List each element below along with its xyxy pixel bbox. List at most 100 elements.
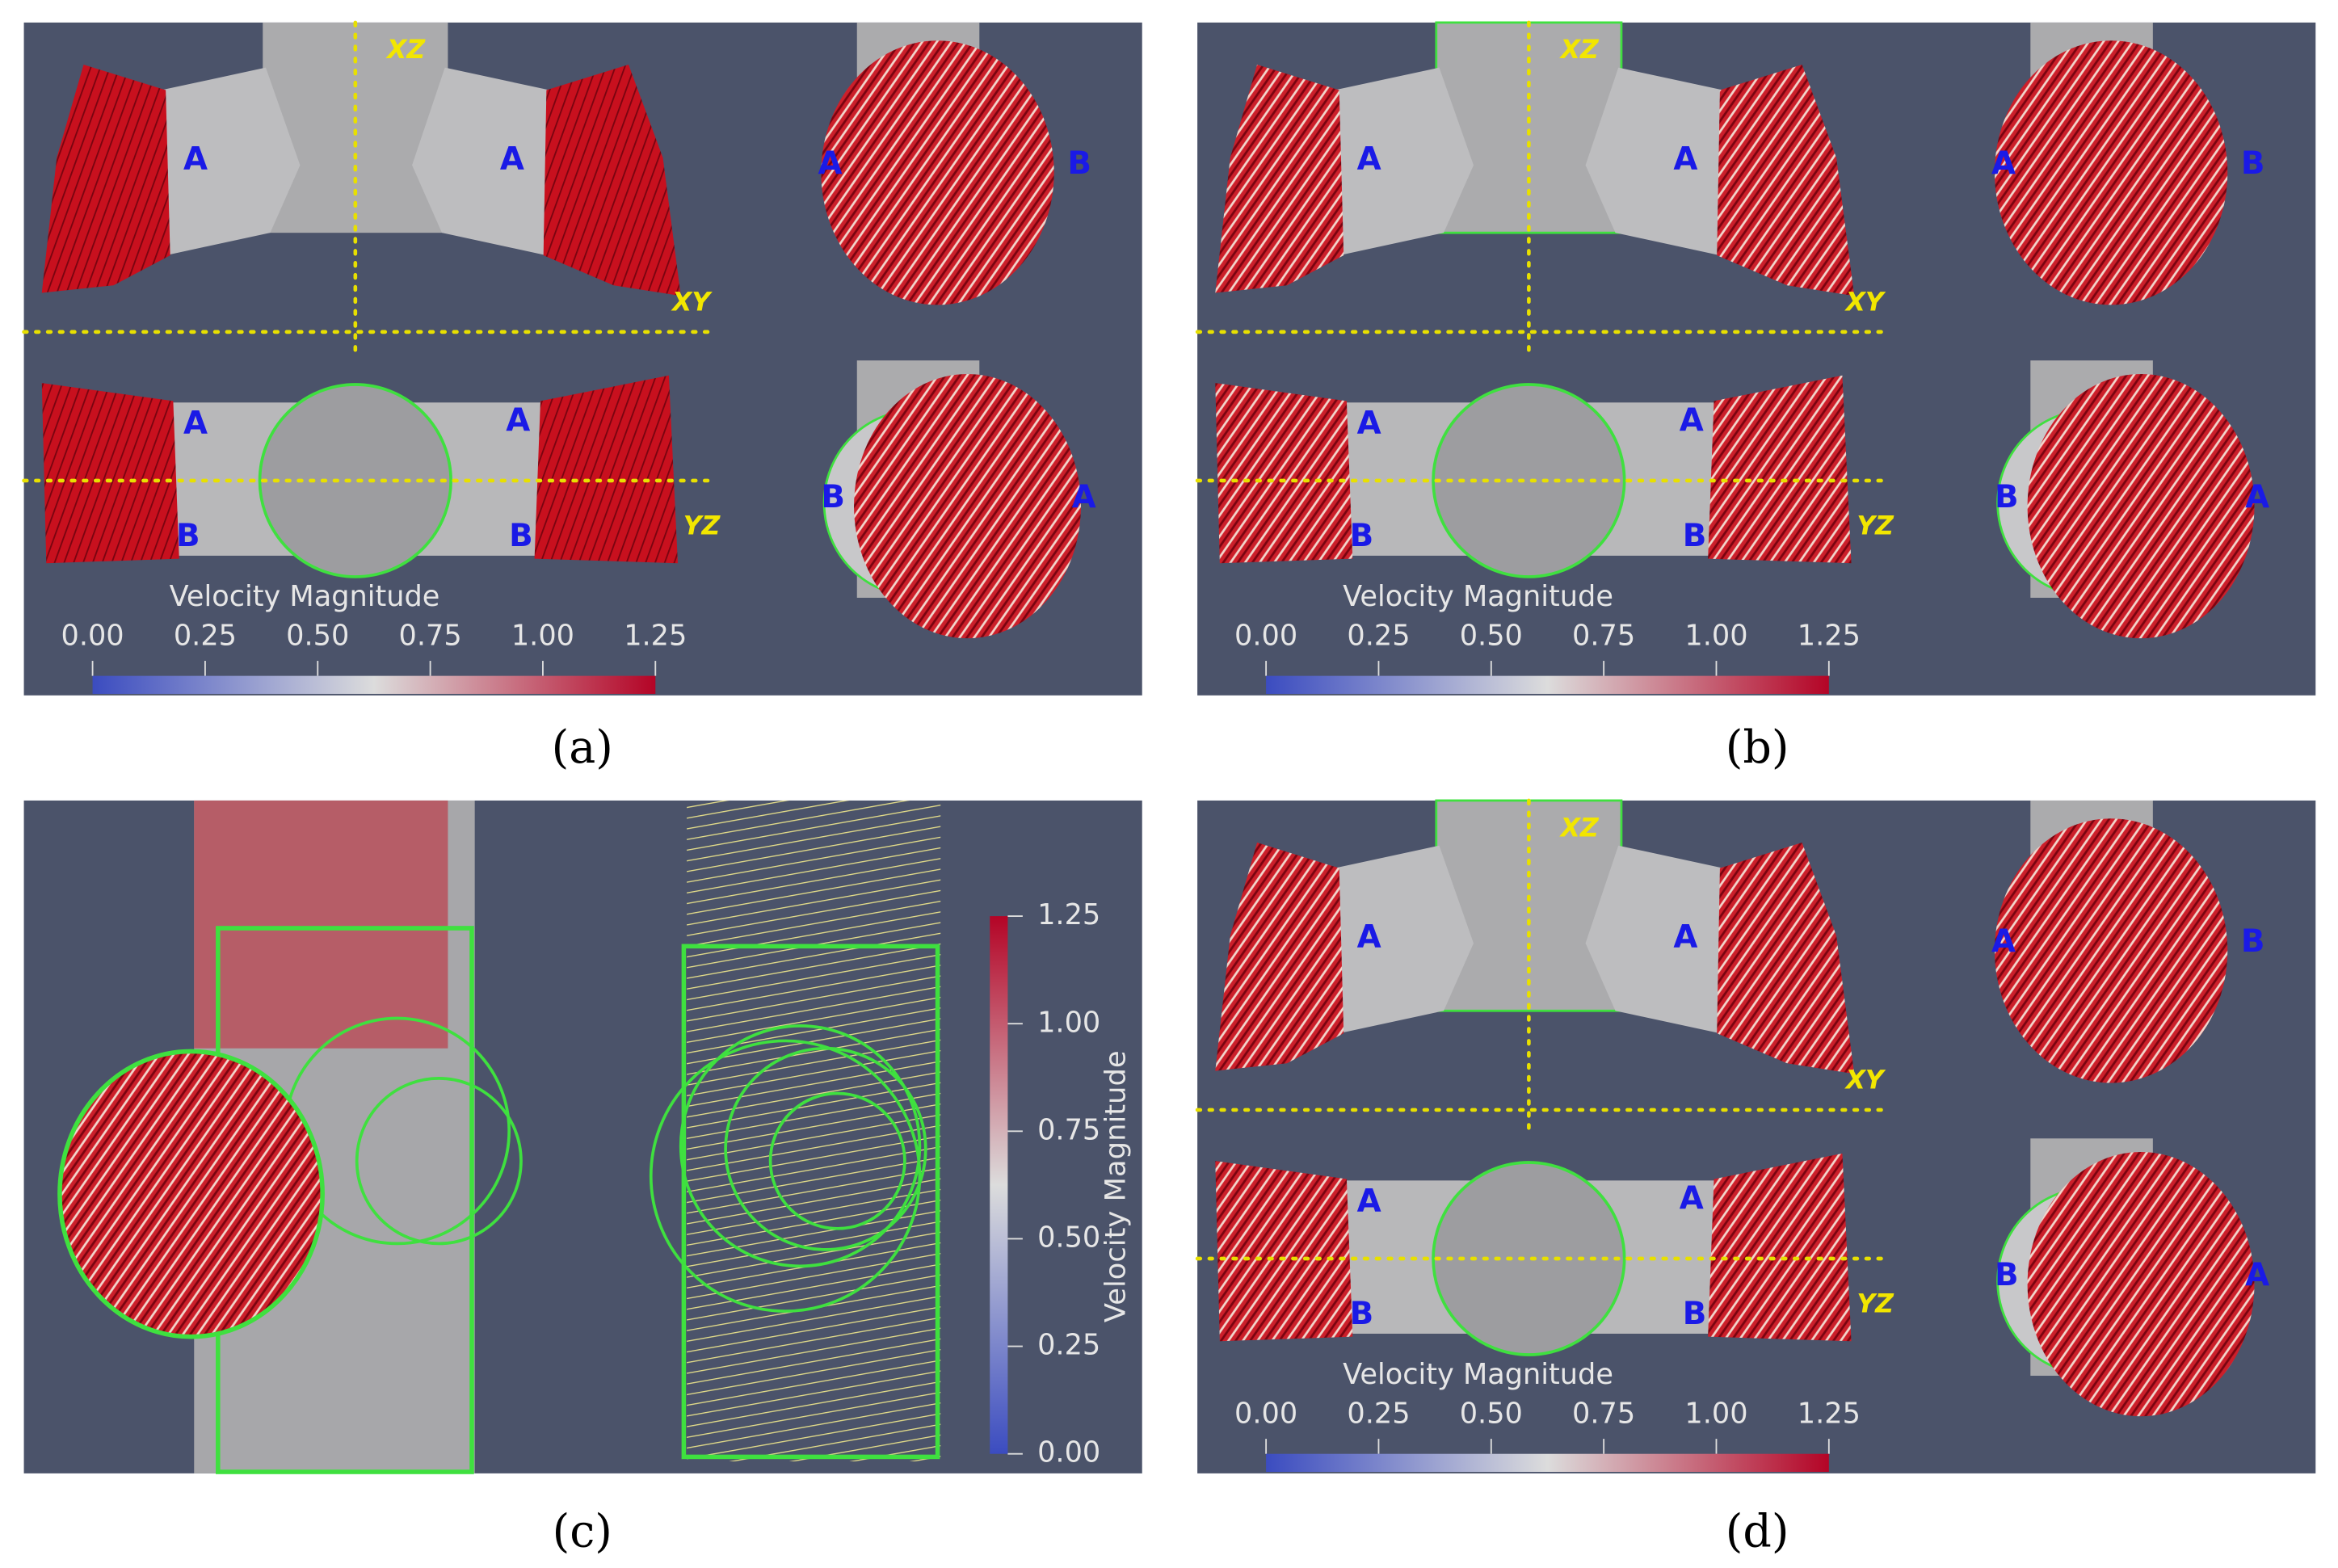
panel: 0.00 0.25 0.50 0.75 1.00 1.25 Velocity Magnitu… (23, 800, 1142, 1474)
panel-caption: (b) (1726, 721, 1789, 774)
view-label: XY (1844, 1066, 1886, 1095)
point-label: A (1680, 402, 1704, 439)
colorbar-tick-label: 0.00 (1037, 1436, 1100, 1469)
velocity-arrows (41, 383, 179, 564)
view-label: XZ (1559, 36, 1600, 65)
colorbar-tick-label: 0.75 (1037, 1113, 1100, 1146)
panel: XZ XY YZ A A A B A A B B B A Velocity Magnitude 0.00 0.… (1195, 798, 2316, 1473)
point-label: A (1680, 1180, 1704, 1217)
velocity-arrows (1717, 843, 1855, 1074)
branch-pipe (1585, 67, 1723, 256)
point-label: A (818, 145, 842, 182)
colorbar-tick-label: 1.25 (1037, 898, 1100, 931)
point-label: A (1357, 406, 1381, 442)
colorbar-tick-label: 1.25 (1798, 1397, 1861, 1430)
colorbar-tick-label: 1.00 (1684, 619, 1747, 652)
colorbar-tick-label: 0.25 (1037, 1329, 1100, 1362)
colorbar-tick-label: 0.50 (1037, 1221, 1100, 1254)
point-label: A (1673, 919, 1697, 955)
panel-caption: (a) (552, 721, 613, 774)
colorbar-tick-label: 0.50 (1460, 1397, 1523, 1430)
panel: XZ XY YZ A A A B A A B B B A Velocity Magnitude 0.00 0.… (22, 20, 1142, 696)
colorbar-tick-label: 0.75 (399, 619, 462, 652)
velocity-arrows (1717, 64, 1855, 296)
velocity-arrows (543, 64, 681, 296)
point-label: B (1350, 518, 1374, 554)
view-label: XY (671, 288, 713, 317)
velocity-arrows (1215, 64, 1344, 293)
point-label: B (2241, 923, 2265, 960)
pipe-outline (355, 1077, 523, 1246)
view-label: XY (1844, 288, 1886, 317)
point-label: A (1673, 141, 1697, 177)
branch-pipe (1335, 67, 1474, 256)
view-label: YZ (1857, 512, 1894, 541)
panel-caption: (d) (1726, 1505, 1789, 1557)
colorbar-tick-label: 0.25 (1347, 619, 1410, 652)
colorbar-tick-label: 0.50 (1460, 619, 1523, 652)
view-label: YZ (683, 512, 721, 541)
colorbar-tick-label: 1.00 (1037, 1006, 1100, 1039)
velocity-arrows (57, 1049, 325, 1339)
point-label: B (1683, 518, 1707, 554)
pipe-section (258, 383, 452, 578)
pipe-outline (681, 944, 940, 1460)
velocity-arrows (41, 64, 170, 293)
view-label: XZ (385, 36, 426, 65)
point-label: A (1991, 923, 2016, 960)
pipe-outline (649, 1039, 922, 1313)
pipe-section (1432, 383, 1626, 578)
colorbar (92, 675, 656, 694)
colorbar (1266, 1453, 1829, 1473)
branch-pipe (161, 67, 301, 256)
point-label: A (1991, 145, 2016, 182)
point-label: A (1072, 479, 1096, 515)
colorbar-tick-label: 0.00 (61, 619, 124, 652)
velocity-arrows (821, 40, 1054, 305)
velocity-arrows (1215, 1161, 1353, 1342)
point-label: B (1995, 1257, 2019, 1293)
point-label: A (500, 141, 524, 177)
branch-pipe (412, 67, 550, 256)
point-label: B (1995, 479, 2019, 515)
velocity-arrows (1215, 383, 1353, 564)
velocity-plume (194, 800, 448, 1049)
colorbar-tick-label: 1.25 (1798, 619, 1861, 652)
point-label: A (1357, 141, 1381, 177)
view-label: YZ (1857, 1290, 1894, 1319)
point-label: A (2245, 1257, 2269, 1293)
point-label: B (1683, 1296, 1707, 1332)
point-label: A (2245, 479, 2269, 515)
colorbar-title: Velocity Magnitude (1343, 580, 1613, 613)
branch-pipe (1585, 845, 1723, 1034)
colorbar-tick-label: 1.00 (511, 619, 574, 652)
colorbar-tick-label: 0.25 (1347, 1397, 1410, 1430)
point-label: A (183, 406, 208, 442)
pipe-outline (768, 1091, 906, 1230)
branch-pipe (1335, 845, 1474, 1034)
view-label: XZ (1559, 813, 1600, 843)
colorbar-tick-label: 0.25 (174, 619, 237, 652)
velocity-arrows (1994, 40, 2228, 305)
colorbar-tick-label: 1.25 (624, 619, 687, 652)
point-label: B (821, 479, 845, 515)
point-label: B (509, 518, 533, 554)
colorbar-tick-label: 1.00 (1684, 1397, 1747, 1430)
point-label: B (1067, 145, 1091, 182)
streamlines (687, 800, 941, 1461)
velocity-arrows (2027, 373, 2255, 639)
colorbar (990, 916, 1008, 1454)
velocity-arrows (1708, 375, 1852, 564)
velocity-arrows (534, 375, 679, 564)
panel: XZ XY YZ A A A B A A B B B A Velocity Magnitude 0.00 0.… (1195, 20, 2316, 696)
velocity-arrows (2027, 1152, 2255, 1417)
velocity-arrows (1994, 818, 2228, 1083)
point-label: B (1350, 1296, 1374, 1332)
point-label: A (183, 141, 208, 177)
point-label: B (176, 518, 200, 554)
colorbar-tick-label: 0.75 (1572, 1397, 1635, 1430)
point-label: B (2241, 145, 2265, 182)
